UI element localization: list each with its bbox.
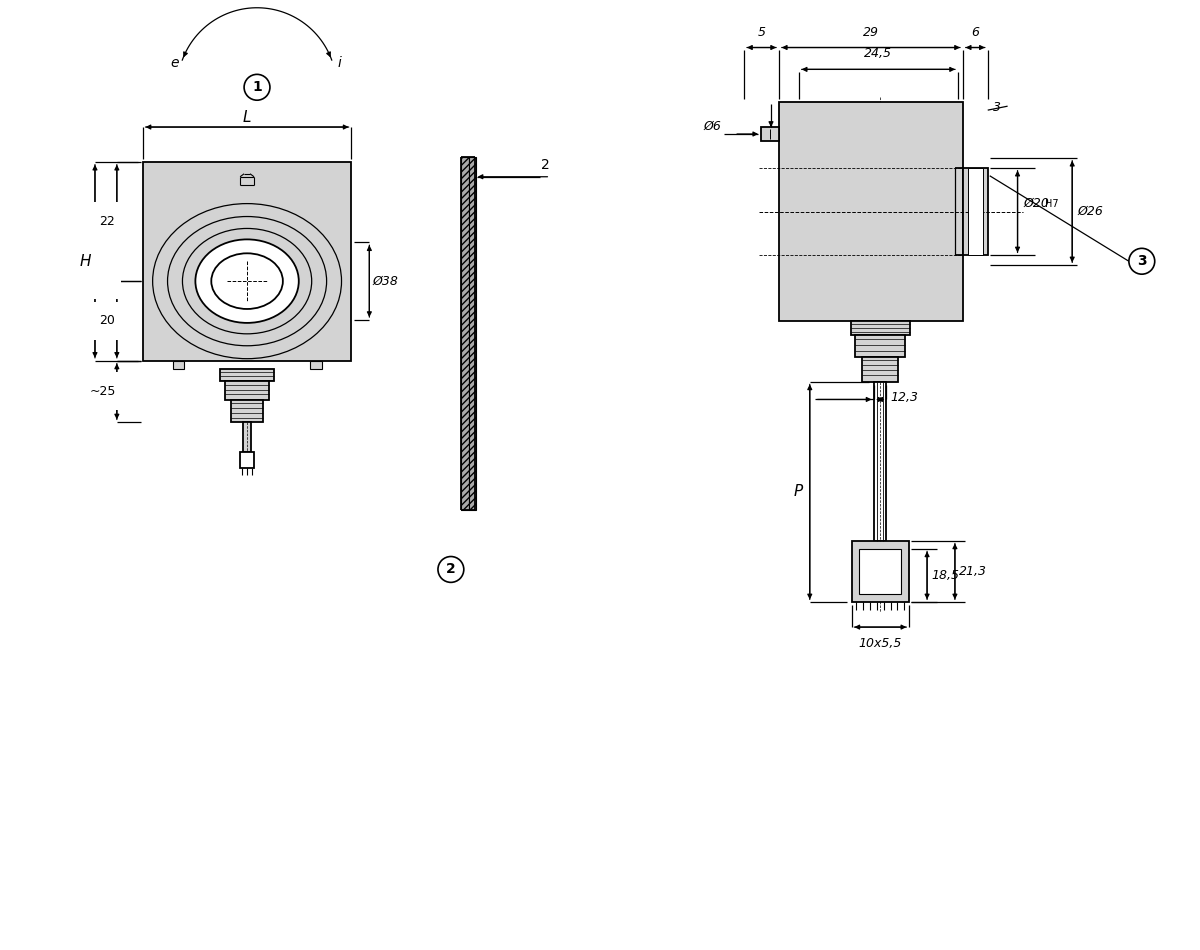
Circle shape: [438, 557, 464, 582]
Text: 29: 29: [863, 26, 878, 39]
FancyBboxPatch shape: [761, 127, 779, 141]
Text: 5: 5: [757, 26, 766, 39]
FancyBboxPatch shape: [851, 321, 910, 334]
Text: 2: 2: [541, 158, 550, 172]
FancyBboxPatch shape: [221, 369, 274, 381]
FancyBboxPatch shape: [244, 423, 251, 452]
FancyBboxPatch shape: [863, 356, 899, 382]
Text: H: H: [79, 254, 91, 269]
FancyBboxPatch shape: [859, 548, 901, 595]
Text: 1: 1: [252, 81, 262, 94]
Text: 24,5: 24,5: [864, 48, 893, 61]
FancyBboxPatch shape: [226, 381, 269, 401]
Bar: [469, 157, 475, 510]
FancyBboxPatch shape: [968, 168, 983, 256]
Text: e: e: [170, 56, 179, 70]
Circle shape: [1129, 248, 1154, 275]
FancyBboxPatch shape: [962, 168, 988, 256]
FancyBboxPatch shape: [856, 334, 905, 356]
Text: 22: 22: [100, 215, 115, 228]
Text: 10x5,5: 10x5,5: [859, 637, 902, 650]
Text: 6: 6: [971, 26, 979, 39]
Text: Ø26: Ø26: [1078, 205, 1103, 218]
FancyBboxPatch shape: [310, 361, 322, 369]
FancyBboxPatch shape: [779, 103, 962, 321]
Text: H7: H7: [1045, 199, 1060, 209]
Text: 2: 2: [446, 562, 456, 577]
FancyBboxPatch shape: [240, 452, 254, 468]
Circle shape: [244, 74, 270, 100]
FancyBboxPatch shape: [875, 382, 887, 541]
Text: 18,5: 18,5: [931, 569, 959, 582]
Text: 3: 3: [1138, 255, 1147, 268]
FancyBboxPatch shape: [143, 162, 352, 361]
FancyBboxPatch shape: [232, 401, 263, 423]
Text: 12,3: 12,3: [890, 391, 918, 404]
Ellipse shape: [211, 254, 283, 309]
Text: 3: 3: [992, 101, 1001, 114]
FancyBboxPatch shape: [852, 541, 910, 602]
Bar: [461, 157, 469, 510]
Text: 21,3: 21,3: [959, 565, 986, 578]
Text: L: L: [242, 109, 251, 124]
Ellipse shape: [196, 239, 299, 323]
Text: Ø6: Ø6: [703, 120, 721, 133]
Text: i: i: [337, 56, 342, 70]
Text: ~25: ~25: [90, 385, 116, 398]
Text: Ø38: Ø38: [372, 275, 398, 288]
Text: Ø20: Ø20: [1024, 197, 1049, 210]
Text: P: P: [793, 484, 803, 500]
Text: 20: 20: [98, 314, 115, 328]
FancyBboxPatch shape: [173, 361, 185, 369]
